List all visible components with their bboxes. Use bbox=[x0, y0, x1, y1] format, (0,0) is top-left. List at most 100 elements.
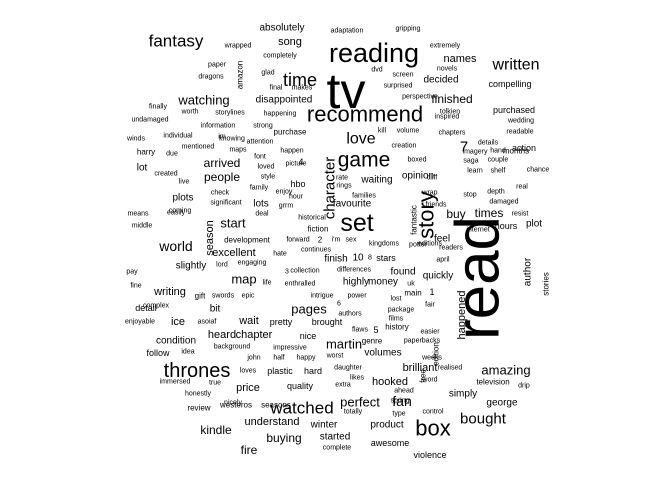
word-242: families bbox=[352, 193, 376, 200]
word-164: historical bbox=[298, 215, 326, 222]
word-114: wrapped bbox=[224, 43, 252, 50]
word-219: wedding bbox=[507, 118, 534, 125]
word-150: picture bbox=[285, 161, 306, 168]
word-172: kingdoms bbox=[369, 241, 399, 248]
word-166: sex bbox=[346, 237, 357, 244]
word-88: nice bbox=[300, 331, 317, 341]
word-74: stars bbox=[376, 253, 396, 263]
word-223: couple bbox=[488, 157, 509, 164]
word-211: spring bbox=[390, 398, 409, 405]
word-168: lord bbox=[216, 262, 228, 269]
word-73: finish bbox=[324, 254, 347, 265]
word-77: quality bbox=[287, 381, 314, 391]
word-162: hour bbox=[289, 194, 304, 201]
word-170: hate bbox=[273, 251, 287, 258]
word-215: control bbox=[422, 409, 443, 416]
word-218: readable bbox=[506, 129, 533, 136]
word-33: kindle bbox=[200, 423, 232, 437]
word-221: details bbox=[478, 140, 499, 147]
word-130: makes bbox=[292, 85, 313, 92]
word-43: heard bbox=[208, 329, 236, 341]
word-189: films bbox=[389, 316, 404, 323]
word-81: follow bbox=[146, 348, 170, 358]
word-63: favourite bbox=[333, 199, 372, 210]
word-191: easier bbox=[420, 329, 440, 336]
word-136: information bbox=[201, 123, 236, 130]
word-65: started bbox=[320, 432, 351, 443]
word-6: box bbox=[415, 416, 450, 441]
word-113: paper bbox=[208, 62, 227, 69]
word-95: westeros bbox=[219, 401, 252, 410]
word-78: pretty bbox=[270, 317, 293, 327]
word-3: set bbox=[340, 209, 373, 237]
word-30: times bbox=[475, 206, 504, 220]
word-0: read bbox=[444, 216, 513, 340]
word-196: john bbox=[246, 355, 260, 362]
word-156: significant bbox=[210, 200, 241, 207]
word-40: names bbox=[443, 53, 477, 65]
word-233: volume bbox=[397, 128, 420, 135]
word-205: likes bbox=[350, 375, 365, 382]
word-232: kill bbox=[378, 128, 387, 135]
word-228: depth bbox=[487, 189, 505, 196]
word-35: happened bbox=[456, 291, 468, 340]
word-152: style bbox=[261, 174, 276, 181]
word-151: live bbox=[179, 179, 190, 186]
word-229: real bbox=[516, 184, 528, 191]
word-236: boxed bbox=[407, 157, 426, 164]
word-94: seasons bbox=[261, 401, 291, 410]
word-68: plot bbox=[526, 219, 542, 230]
word-75: 10 bbox=[352, 253, 364, 264]
word-110: 1 bbox=[429, 287, 434, 297]
word-2: reading bbox=[329, 38, 419, 68]
word-71: highly bbox=[343, 277, 369, 288]
word-224: chance bbox=[527, 167, 550, 174]
word-238: wrap bbox=[421, 190, 437, 197]
word-177: life bbox=[263, 280, 272, 287]
word-92: purchase bbox=[274, 128, 307, 137]
word-101: genre bbox=[362, 337, 383, 346]
word-182: intrigue bbox=[311, 293, 334, 300]
word-200: daughter bbox=[334, 365, 362, 372]
word-180: swords bbox=[212, 293, 235, 300]
word-49: decided bbox=[423, 75, 458, 86]
word-97: months bbox=[503, 147, 529, 156]
word-247: april bbox=[436, 257, 450, 264]
word-31: buying bbox=[266, 431, 301, 445]
word-230: damaged bbox=[489, 199, 518, 206]
word-115: completely bbox=[263, 53, 297, 60]
word-183: power bbox=[347, 293, 367, 300]
word-138: im bbox=[218, 134, 226, 141]
word-48: waiting bbox=[360, 175, 392, 186]
word-44: chapter bbox=[236, 329, 273, 341]
word-4: recommend bbox=[307, 102, 423, 127]
word-64: absolutely bbox=[259, 23, 304, 34]
word-222: saga bbox=[463, 158, 478, 165]
word-86: hbo bbox=[290, 179, 305, 189]
word-100: history bbox=[385, 323, 409, 332]
word-147: happen bbox=[280, 148, 303, 155]
word-129: final bbox=[270, 85, 283, 92]
word-249: package bbox=[388, 307, 415, 314]
word-131: worth bbox=[180, 109, 198, 116]
word-99: television bbox=[476, 378, 509, 387]
word-195: impressive bbox=[273, 345, 307, 352]
word-144: due bbox=[166, 151, 178, 158]
word-121: screen bbox=[392, 72, 413, 79]
word-239: friends bbox=[425, 202, 447, 209]
word-188: authors bbox=[338, 311, 362, 318]
word-58: lots bbox=[253, 199, 269, 210]
word-54: lot bbox=[137, 163, 148, 174]
word-112: main bbox=[404, 289, 421, 298]
word-241: rings bbox=[336, 183, 352, 190]
word-161: grrm bbox=[279, 203, 294, 210]
word-145: knowing bbox=[219, 136, 245, 143]
word-16: 7 bbox=[460, 139, 468, 156]
word-46: writing bbox=[153, 286, 186, 298]
word-57: bit bbox=[210, 304, 221, 315]
word-102: amazon bbox=[236, 61, 245, 89]
word-251: 8 bbox=[368, 255, 372, 262]
word-14: character bbox=[322, 157, 339, 220]
word-234: chapters bbox=[439, 130, 466, 137]
